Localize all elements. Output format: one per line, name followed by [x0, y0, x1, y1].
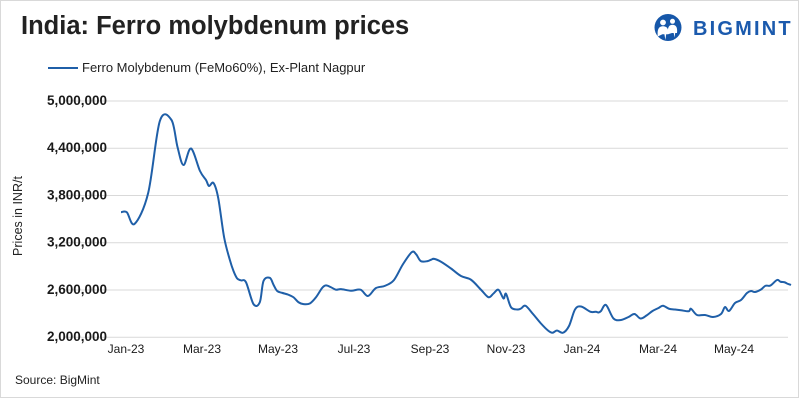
svg-text:May-24: May-24 — [714, 342, 754, 356]
svg-text:Jan-24: Jan-24 — [564, 342, 601, 356]
svg-text:Mar-24: Mar-24 — [639, 342, 677, 356]
svg-text:2,600,000: 2,600,000 — [47, 282, 107, 297]
svg-text:Nov-23: Nov-23 — [487, 342, 526, 356]
svg-text:3,800,000: 3,800,000 — [47, 187, 107, 202]
svg-text:Jul-23: Jul-23 — [338, 342, 371, 356]
svg-text:Jan-23: Jan-23 — [108, 342, 145, 356]
svg-text:4,400,000: 4,400,000 — [47, 140, 107, 155]
svg-text:Mar-23: Mar-23 — [183, 342, 221, 356]
svg-text:5,000,000: 5,000,000 — [47, 93, 107, 108]
svg-text:May-23: May-23 — [258, 342, 298, 356]
svg-text:3,200,000: 3,200,000 — [47, 235, 107, 250]
svg-text:Sep-23: Sep-23 — [411, 342, 450, 356]
svg-text:2,000,000: 2,000,000 — [47, 329, 107, 344]
